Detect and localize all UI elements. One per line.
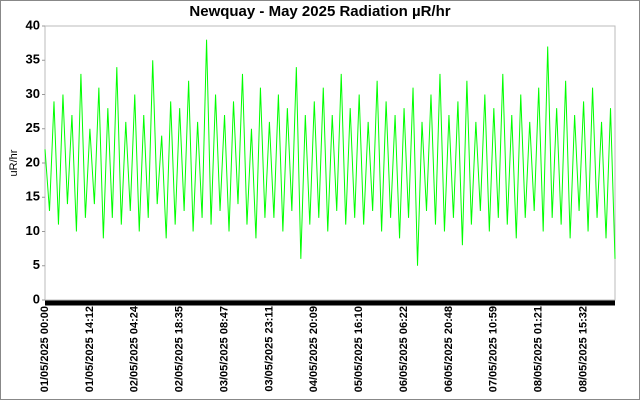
x-tick-label: 01/05/2025 00:00 [39, 306, 51, 392]
y-tick-label: 10 [26, 223, 40, 238]
x-tick-label: 03/05/2025 08:47 [218, 306, 230, 392]
y-tick-label: 35 [26, 52, 40, 67]
y-axis-label: uR/hr [8, 149, 20, 176]
x-tick-label: 08/05/2025 15:32 [577, 306, 589, 392]
x-tick-label: 03/05/2025 23:11 [263, 306, 275, 392]
x-tick-label: 07/05/2025 10:59 [488, 306, 500, 392]
x-tick-label: 06/05/2025 06:22 [398, 306, 410, 392]
x-tick-label: 01/05/2025 14:12 [84, 306, 96, 392]
baseline-bar [45, 300, 615, 306]
x-tick-label: 08/05/2025 01:21 [533, 306, 545, 392]
data-line [44, 39, 616, 266]
y-tick-label: 0 [33, 291, 40, 306]
x-tick-label: 04/05/2025 20:09 [308, 306, 320, 392]
x-tick-label: 05/05/2025 16:10 [353, 306, 365, 392]
chart-title: Newquay - May 2025 Radiation µR/hr [189, 3, 450, 20]
x-tick-label: 02/05/2025 18:35 [174, 306, 186, 392]
y-tick-label: 20 [26, 154, 40, 169]
x-tick-label: 02/05/2025 04:24 [129, 305, 141, 392]
y-tick-label: 5 [33, 257, 40, 272]
y-tick-label: 30 [26, 86, 40, 101]
x-tick-label: 06/05/2025 20:48 [443, 306, 455, 392]
y-tick-label: 25 [26, 120, 40, 135]
y-tick-label: 15 [26, 189, 40, 204]
y-tick-label: 40 [26, 17, 40, 32]
